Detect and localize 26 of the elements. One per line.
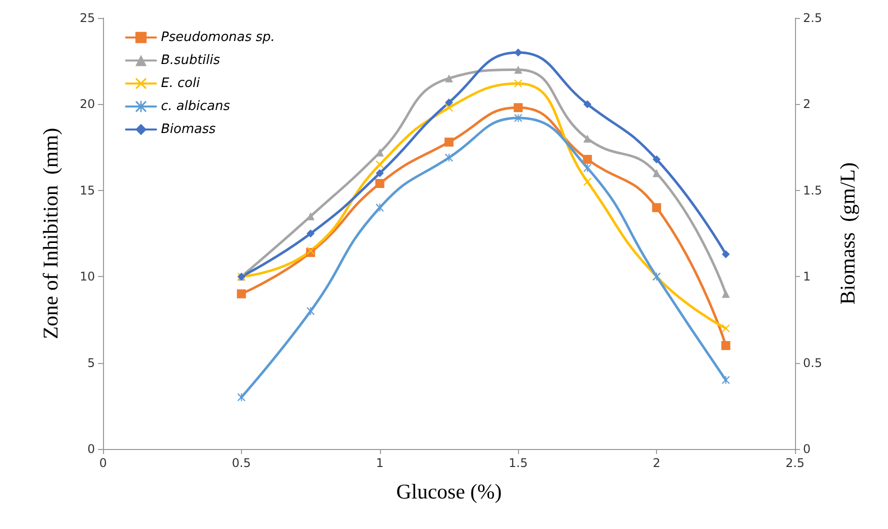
y-tick-label: 5 [87, 356, 95, 370]
y2-tick-label: 1 [803, 270, 811, 284]
y-tick-label: 0 [87, 442, 95, 456]
x-tick-label: 0 [99, 456, 107, 470]
y2-tick-label: 0 [803, 442, 811, 456]
y2-tick-label: 2.5 [803, 11, 822, 25]
legend-label: Biomass [161, 122, 216, 137]
y2-tick-label: 0.5 [803, 356, 822, 370]
y-axis-title: Zone of Inhibition (mm) [38, 128, 62, 340]
x-tick-label: 1 [376, 456, 384, 470]
legend-label: Pseudomonas sp. [161, 30, 275, 45]
y2-axis-title: Biomass (gm/L) [836, 162, 860, 305]
y2-tick-label: 2 [803, 97, 811, 112]
x-tick-label: 2 [652, 456, 660, 470]
y-tick-label: 15 [80, 183, 95, 198]
y-tick-label: 25 [80, 11, 95, 25]
y-tick-label: 10 [80, 270, 95, 284]
x-tick-label: 0.5 [232, 456, 251, 470]
x-tick-label: 1.5 [508, 456, 528, 470]
legend-label: c. albicans [161, 99, 230, 114]
x-axis-title: Glucose (%) [396, 480, 502, 504]
legend-label: E. coli [161, 76, 200, 91]
y2-tick-label: 1.5 [803, 183, 822, 198]
y-tick-label: 20 [80, 97, 95, 112]
legend-label: B.subtilis [161, 53, 220, 68]
x-tick-label: 2.5 [785, 456, 805, 470]
